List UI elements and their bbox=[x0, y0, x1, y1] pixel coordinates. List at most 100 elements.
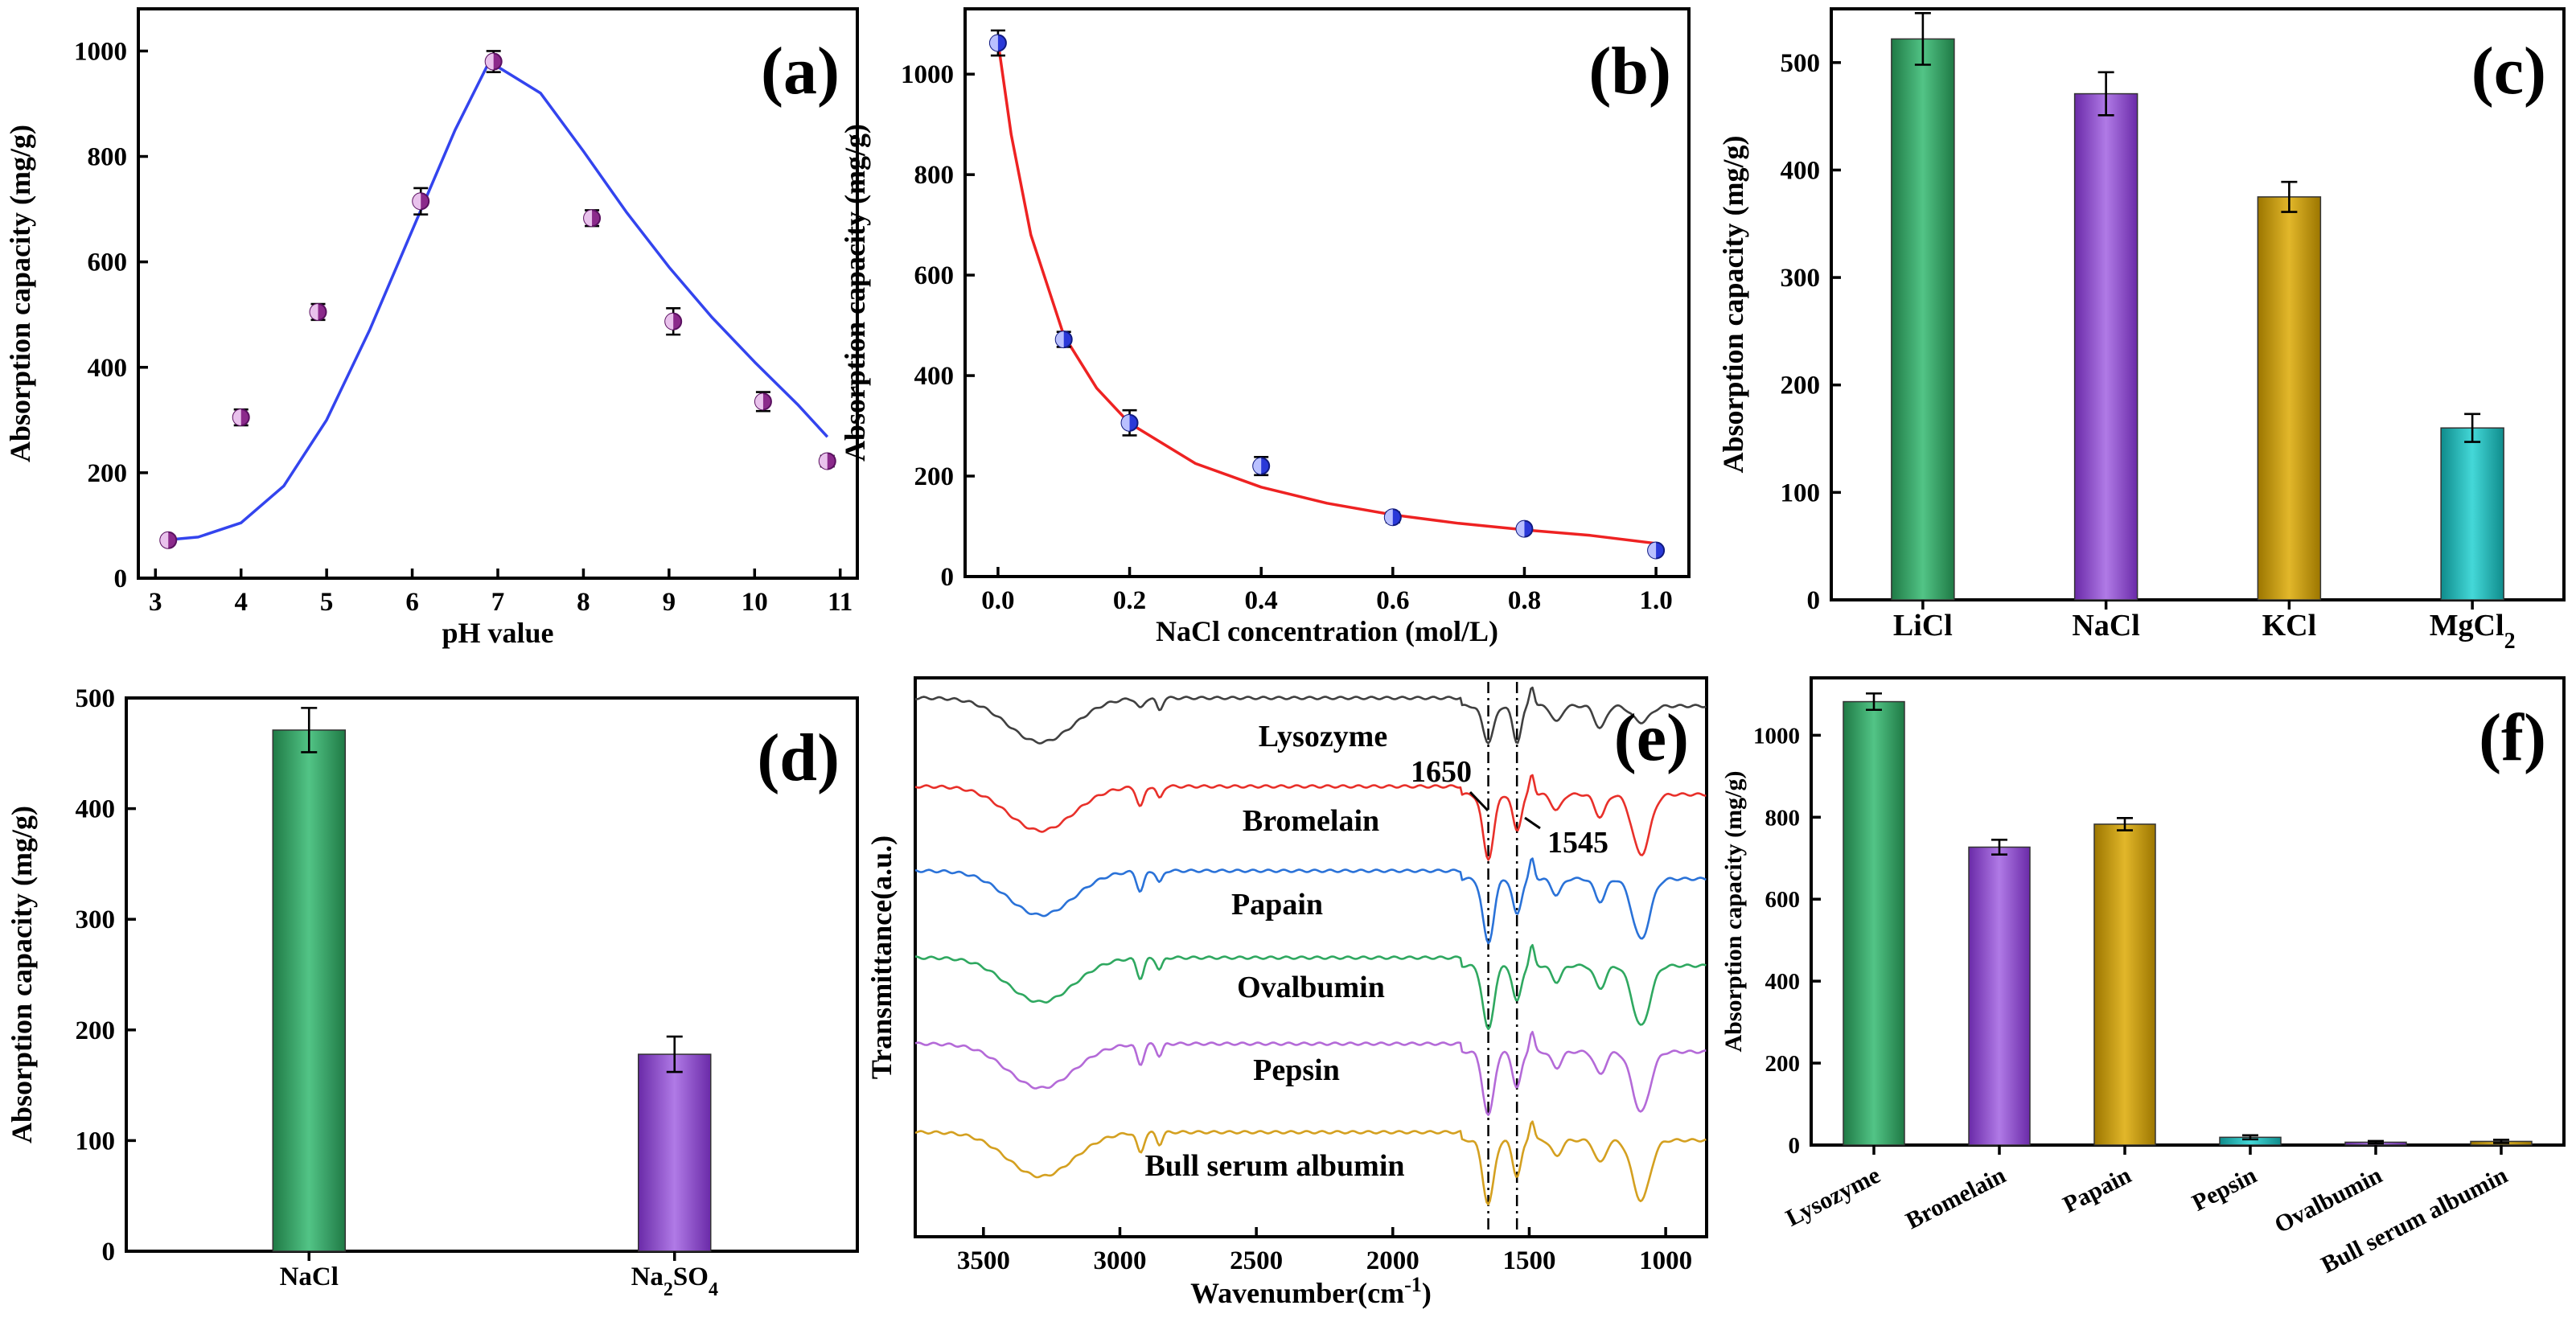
panel-f-axes-frame bbox=[1810, 676, 2566, 1147]
panel-d-bar bbox=[638, 1053, 712, 1252]
panel-b-x-tick-label: 1.0 bbox=[1639, 586, 1672, 615]
panel-c-category-label: KCl bbox=[2262, 609, 2317, 642]
panel-c-category-subscript: 2 bbox=[2504, 629, 2516, 654]
panel-a-y-tick-label: 200 bbox=[88, 459, 128, 488]
panel-f-y-tick-label: 1000 bbox=[1753, 723, 1800, 749]
panel-c-y-tick-label: 500 bbox=[1781, 49, 1821, 78]
panel-a-panel-label: (a) bbox=[761, 34, 840, 109]
panel-e-peak-annotation: 1545 bbox=[1547, 826, 1608, 860]
panel-a-data-point-half bbox=[413, 193, 421, 210]
panel-a-data-point-half bbox=[485, 53, 494, 70]
panel-c-y-tick-label: 200 bbox=[1781, 372, 1821, 400]
panel-e-panel-label: (e) bbox=[1614, 700, 1689, 775]
panel-a-x-tick-label: 4 bbox=[234, 588, 248, 617]
panel-e-y-axis-label: Transmittance(a.u.) bbox=[865, 835, 898, 1079]
panel-c-axes-frame bbox=[1830, 7, 2566, 601]
panel-a-fit-curve bbox=[163, 60, 829, 542]
panel-b-fit-curve bbox=[996, 41, 1657, 545]
panel-c-bar bbox=[2440, 427, 2504, 601]
panel-b-nacl-chart: 0.0 0.2 0.4 0.6 0.8 1.0 0 200 400 600 800 1000 Absor… bbox=[839, 7, 1691, 647]
panel-d-y-tick-label: 300 bbox=[76, 905, 116, 934]
panel-b-y-tick-label: 0 bbox=[941, 563, 955, 592]
panel-d-bar bbox=[272, 729, 346, 1252]
panel-a-data-point-half bbox=[160, 532, 169, 548]
panel-f-y-tick-label: 0 bbox=[1789, 1133, 1801, 1159]
panel-b-y-tick-label: 1000 bbox=[901, 60, 954, 89]
panel-b-y-tick-label: 800 bbox=[914, 161, 955, 190]
panel-d-y-tick-label: 500 bbox=[76, 684, 116, 713]
panel-e-series-label: Lysozyme bbox=[1259, 720, 1387, 753]
panel-d-y-axis-label: Absorption capacity (mg/g) bbox=[6, 806, 38, 1143]
panel-f-y-tick-label: 800 bbox=[1765, 805, 1801, 831]
panel-e-series-label: Ovalbumin bbox=[1237, 971, 1385, 1004]
panel-a-y-tick-label: 800 bbox=[88, 143, 128, 172]
panel-f-y-tick-label: 400 bbox=[1765, 969, 1801, 995]
panel-e-x-axis-label: Wavenumber(cm-1) bbox=[1190, 1273, 1432, 1310]
panel-b-x-tick-label: 0.6 bbox=[1376, 586, 1409, 615]
panel-a-data-point-half bbox=[665, 313, 674, 330]
panel-d-panel-label: (d) bbox=[757, 720, 840, 795]
panel-e-x-tick-label: 1000 bbox=[1639, 1246, 1692, 1275]
panel-c-bar bbox=[2073, 92, 2138, 601]
panel-e-spectrum-line bbox=[914, 944, 1707, 1031]
panel-a-data-point-half bbox=[819, 453, 828, 470]
panel-b-x-axis-label: NaCl concentration (mol/L) bbox=[1156, 615, 1498, 647]
panel-d-y-tick-label: 400 bbox=[76, 795, 116, 824]
panel-a-x-tick-label: 10 bbox=[742, 588, 768, 617]
panel-f-bar bbox=[1968, 846, 2031, 1146]
panel-e-series-label: Pepsin bbox=[1253, 1053, 1340, 1087]
panel-a-ph-chart: 3 4 5 6 7 8 9 10 11 0 200 400 600 800 1000 Absorption c… bbox=[4, 7, 859, 649]
panel-b-y-tick-label: 200 bbox=[914, 462, 955, 491]
panel-f-y-tick-label: 200 bbox=[1765, 1051, 1801, 1077]
panel-e-spectrum-line bbox=[914, 1120, 1707, 1206]
panel-c-panel-label: (c) bbox=[2471, 34, 2546, 109]
panel-d-category-suffix: SO bbox=[673, 1262, 709, 1291]
panel-e-x-axis-label-superscript: -1 bbox=[1404, 1273, 1422, 1296]
panel-d-axes-frame bbox=[125, 696, 859, 1253]
panel-f-panel-label: (f) bbox=[2479, 700, 2546, 775]
panel-d-category-subscript: 2 bbox=[664, 1279, 673, 1300]
panel-d-y-tick-label: 0 bbox=[102, 1238, 116, 1266]
panel-e-annotation-arrow bbox=[1524, 816, 1541, 830]
panel-e-annotation-arrow bbox=[1469, 790, 1489, 812]
panel-d-category-label: NaCl bbox=[280, 1262, 339, 1291]
panel-e-x-tick-label: 1500 bbox=[1502, 1246, 1555, 1275]
panel-a-x-tick-label: 5 bbox=[320, 588, 334, 617]
panel-c-y-tick-label: 300 bbox=[1781, 264, 1821, 293]
panel-a-data-point-half bbox=[232, 409, 241, 426]
panel-b-axes-frame bbox=[963, 7, 1691, 578]
panel-c-bar bbox=[1891, 38, 1955, 601]
panel-b-data-point-half bbox=[1055, 331, 1064, 348]
panel-e-x-tick-label: 3000 bbox=[1093, 1246, 1146, 1275]
panel-c-category-label: NaCl bbox=[2072, 609, 2139, 642]
panel-e-x-tick-label: 3500 bbox=[957, 1246, 1010, 1275]
panel-e-spectrum-line bbox=[914, 686, 1707, 745]
panel-c-bar bbox=[2257, 196, 2322, 601]
panel-d-category-label: Na2SO4 bbox=[631, 1262, 718, 1300]
panel-f-category-label: Bromelain bbox=[1901, 1162, 2010, 1235]
panel-a-y-tick-label: 600 bbox=[88, 248, 128, 277]
panel-b-y-tick-label: 600 bbox=[914, 261, 955, 290]
panel-f-category-label: Ovalbumin bbox=[2270, 1162, 2387, 1238]
panel-b-x-tick-label: 0.8 bbox=[1508, 586, 1541, 615]
panel-a-data-point-half bbox=[310, 303, 318, 320]
panel-b-y-axis-label: Absorption capacity (mg/g) bbox=[839, 124, 871, 462]
panel-e-series-label: Papain bbox=[1231, 888, 1323, 922]
panel-a-x-tick-label: 9 bbox=[663, 588, 676, 617]
panel-f-bar bbox=[1843, 700, 1905, 1146]
panel-f-y-tick-label: 600 bbox=[1765, 887, 1801, 913]
panel-a-x-tick-label: 7 bbox=[491, 588, 505, 617]
panel-a-data-point-half bbox=[754, 393, 763, 410]
panel-a-x-axis-label: pH value bbox=[442, 617, 553, 649]
panel-b-data-point-half bbox=[1384, 509, 1393, 526]
panel-c-category-label: MgCl2 bbox=[2430, 609, 2516, 654]
panel-b-x-tick-label: 0.4 bbox=[1245, 586, 1278, 615]
panel-b-x-tick-label: 0.2 bbox=[1113, 586, 1146, 615]
panel-a-y-axis-label: Absorption capacity (mg/g) bbox=[4, 125, 36, 462]
panel-b-data-point-half bbox=[989, 35, 998, 51]
panel-b-data-point-half bbox=[1121, 414, 1130, 431]
panel-e-peak-annotation: 1650 bbox=[1411, 755, 1472, 789]
panel-e-spectrum-line bbox=[914, 1031, 1707, 1116]
panel-d-anion-bar-chart: 0 100 200 300 400 500 Absorption capacity (mg/… bbox=[6, 684, 859, 1300]
